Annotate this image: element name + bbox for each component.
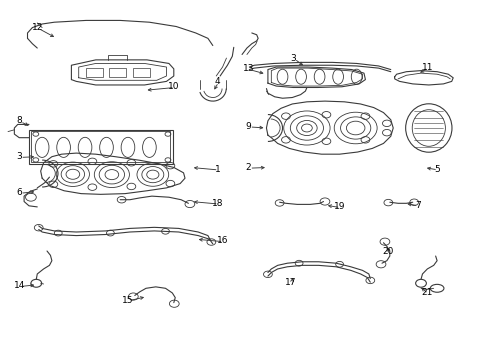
Text: 5: 5 xyxy=(433,165,439,174)
Text: 16: 16 xyxy=(216,237,228,246)
Bar xyxy=(133,68,150,77)
Bar xyxy=(86,68,103,77)
Text: 4: 4 xyxy=(214,77,220,86)
Text: 14: 14 xyxy=(14,281,25,290)
Text: 3: 3 xyxy=(16,152,22,161)
Text: 11: 11 xyxy=(421,63,432,72)
Text: 8: 8 xyxy=(16,116,22,125)
Text: 12: 12 xyxy=(32,23,43,32)
Text: 18: 18 xyxy=(211,199,223,208)
Text: 10: 10 xyxy=(168,82,179,91)
Text: 3: 3 xyxy=(290,54,296,63)
Text: 21: 21 xyxy=(421,288,432,297)
Bar xyxy=(29,130,172,164)
Text: 9: 9 xyxy=(245,122,251,131)
Text: 15: 15 xyxy=(122,296,133,305)
Text: 6: 6 xyxy=(16,188,22,197)
Text: 7: 7 xyxy=(414,201,420,210)
Bar xyxy=(31,131,170,162)
Text: 17: 17 xyxy=(285,278,296,287)
Text: 20: 20 xyxy=(382,247,393,256)
Text: 19: 19 xyxy=(333,202,345,211)
Text: 2: 2 xyxy=(245,163,251,172)
Text: 1: 1 xyxy=(214,165,220,174)
Bar xyxy=(109,68,126,77)
Text: 13: 13 xyxy=(242,64,254,73)
